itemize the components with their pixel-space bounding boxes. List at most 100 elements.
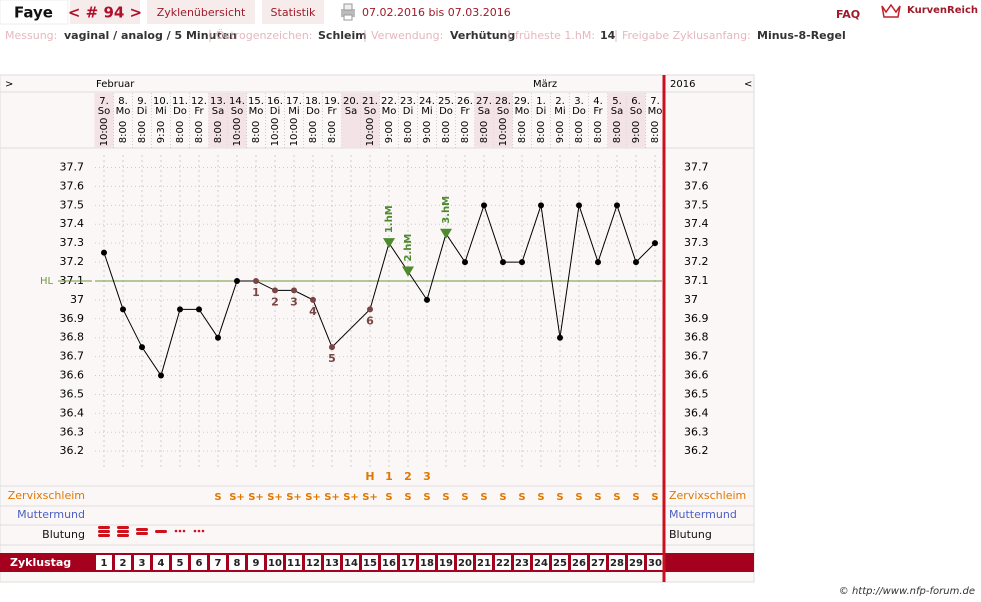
time: 8:00 (251, 121, 262, 143)
row-label: Blutung (42, 528, 85, 541)
cervix-mark: S+ (286, 492, 302, 503)
weekend-shade (493, 93, 513, 148)
high-mark-label: 1.hM (384, 205, 395, 233)
weekday: Do (572, 106, 586, 117)
weekday: Mo (515, 106, 530, 117)
y-tick-label: 37.5 (60, 198, 85, 211)
date: 4. (593, 96, 603, 107)
cycle-day-cell (590, 555, 606, 570)
y-tick-label: 36.6 (60, 369, 85, 382)
high-mark-point (383, 238, 395, 249)
y-tick-label: 37.4 (60, 217, 85, 230)
bleeding-mark (174, 529, 178, 533)
print-icon[interactable] (341, 3, 355, 21)
cervix-mark: S (461, 492, 468, 503)
name-box (0, 0, 69, 25)
cervix-mark: S+ (343, 492, 359, 503)
brand[interactable]: KurvenReich (907, 5, 978, 16)
footer: © http://www.nfp-forum.de (839, 586, 975, 597)
cervix-mark: S (480, 492, 487, 503)
cycle-day: 17 (401, 558, 415, 569)
tab-label[interactable]: Statistik (271, 6, 317, 19)
weekday: Fr (593, 106, 603, 117)
y2-tick-label: 37.7 (684, 161, 709, 174)
temperature-point (424, 296, 430, 303)
cycle-day-cell (210, 555, 226, 570)
cycle-day-cell (172, 555, 188, 570)
y-tick-label: 36.4 (60, 406, 85, 419)
bleeding-mark (193, 529, 197, 533)
y-tick-label: 36.3 (60, 425, 85, 438)
time: 10:00 (498, 118, 509, 147)
weekend-shade (341, 93, 361, 148)
cycle-day-cell (552, 555, 568, 570)
weekday: Mo (116, 106, 131, 117)
peak-mark: H (365, 470, 374, 483)
time: 8:00 (536, 121, 547, 143)
temperature-point (253, 277, 259, 284)
date: 13. (210, 96, 226, 107)
time: 8:00 (650, 121, 661, 143)
tab[interactable] (262, 0, 324, 24)
time: 9:30 (156, 121, 167, 143)
date: 9. (137, 96, 147, 107)
row-label: Zervixschleim (669, 489, 746, 502)
weekday: So (630, 106, 642, 117)
time: 8:00 (213, 121, 224, 143)
weekday: Di (137, 106, 147, 117)
temperature-point (329, 344, 335, 351)
cycle-day-cell (628, 555, 644, 570)
weekday: So (231, 106, 243, 117)
cycle-day: 15 (363, 558, 377, 569)
weekday: Mo (249, 106, 264, 117)
cycle-day: 9 (253, 558, 260, 569)
cervix-mark: S (404, 492, 411, 503)
high-mark-label: 2.hM (403, 234, 414, 262)
tab-label[interactable]: Zyklenübersicht (157, 6, 246, 19)
date: 23. (400, 96, 416, 107)
y2-tick-label: 36.5 (684, 387, 709, 400)
cycle-day-cell (476, 555, 492, 570)
tab[interactable] (147, 0, 255, 24)
temperature-point (196, 306, 202, 313)
date: 6. (631, 96, 641, 107)
date: 12. (191, 96, 207, 107)
chart: 7.So10:0018.Mo8:0029.Di8:00310.Mi9:30411… (0, 75, 754, 582)
nav-next[interactable]: < (744, 79, 752, 90)
bleeding-mark (182, 529, 186, 533)
low-mark-label: 5 (328, 352, 336, 365)
cycle-box[interactable] (70, 0, 140, 24)
y2-tick-label: 37.3 (684, 236, 709, 249)
cycle-day: 26 (572, 558, 586, 569)
date: 18. (305, 96, 321, 107)
nav-prev[interactable]: > (5, 79, 13, 90)
cycle-nav[interactable]: < # 94 > (68, 4, 142, 22)
y2-tick-label: 36.2 (684, 444, 709, 457)
cycle-day-cell (457, 555, 473, 570)
cycle-day: 5 (177, 558, 184, 569)
date: 19. (324, 96, 340, 107)
weekday: So (364, 106, 376, 117)
cervix-mark: S (651, 492, 658, 503)
setting-value: 14 (600, 29, 616, 42)
cervix-mark: S (385, 492, 392, 503)
date: 28. (495, 96, 511, 107)
faq-link[interactable]: FAQ (836, 8, 860, 21)
time: 8:00 (460, 121, 471, 143)
weekend-shade (208, 93, 228, 148)
time: 9:00 (555, 121, 566, 143)
cycle-day-cell (438, 555, 454, 570)
setting-value: Verhütung (450, 29, 515, 42)
date: 26. (457, 96, 473, 107)
cycle-day: 1 (101, 558, 108, 569)
cervix-mark: S (518, 492, 525, 503)
temperature-point (101, 249, 107, 256)
y-tick-label: 36.5 (60, 387, 85, 400)
cycle-day: 20 (458, 558, 472, 569)
temperature-point (500, 259, 506, 266)
y2-tick-label: 37.1 (684, 274, 709, 287)
date: 8. (118, 96, 128, 107)
weekday: Do (306, 106, 320, 117)
